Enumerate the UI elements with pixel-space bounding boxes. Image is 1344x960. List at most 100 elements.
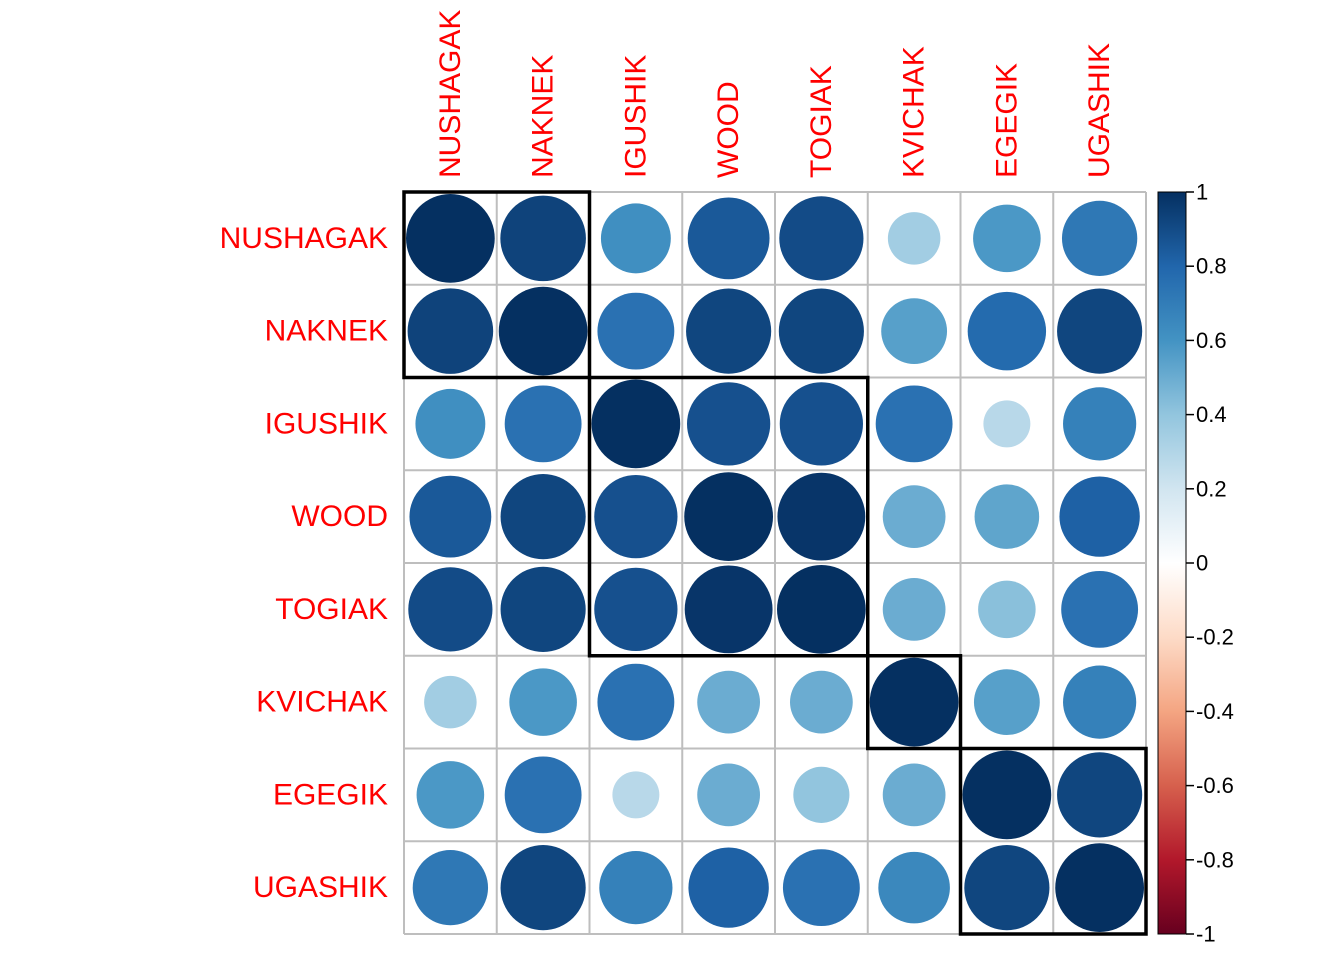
column-label-igushik: IGUSHIK [619, 55, 652, 178]
cell-egegik-nushagak [416, 761, 485, 829]
cell-nushagak-nushagak [406, 194, 495, 283]
cell-wood-naknek [500, 474, 586, 560]
cell-ugashik-wood [688, 847, 769, 928]
cell-nushagak-egegik [973, 204, 1041, 273]
cell-togiak-naknek [500, 566, 586, 652]
cluster-boxes [402, 190, 1148, 936]
cell-ugashik-egegik [964, 845, 1050, 931]
cell-egegik-igushik [612, 771, 660, 819]
cell-kvichak-ugashik [1063, 665, 1137, 739]
column-label-ugashik: UGASHIK [1083, 43, 1116, 178]
cell-egegik-ugashik [1057, 752, 1143, 838]
column-label-togiak: TOGIAK [805, 65, 838, 178]
cell-naknek-ugashik [1057, 288, 1143, 374]
cell-nushagak-kvichak [887, 212, 941, 265]
cell-ugashik-kvichak [878, 851, 950, 924]
colorbar-tick-label: 1 [1196, 180, 1208, 205]
colorbar-tick-label: -1 [1196, 922, 1216, 947]
cell-igushik-igushik [591, 379, 681, 469]
row-label-igushik: IGUSHIK [265, 407, 388, 440]
cluster-box [866, 654, 963, 751]
row-labels: NUSHAGAK NAKNEK IGUSHIK WOOD TOGIAK KVICHAK EG… [220, 222, 388, 904]
cell-ugashik-igushik [599, 851, 673, 925]
cell-igushik-togiak [779, 382, 864, 466]
cell-naknek-naknek [498, 286, 588, 376]
cell-kvichak-wood [697, 670, 761, 734]
cell-kvichak-egegik [973, 669, 1040, 736]
colorbar-tick-label: 0 [1196, 551, 1208, 576]
row-label-ugashik: UGASHIK [253, 871, 388, 904]
cell-togiak-igushik [594, 567, 678, 652]
colorbar-tick-label: 0.4 [1196, 402, 1227, 427]
cell-kvichak-nushagak [424, 675, 477, 729]
cell-igushik-ugashik [1063, 387, 1137, 461]
cell-wood-nushagak [409, 475, 492, 558]
column-label-naknek: NAKNEK [527, 55, 560, 178]
cell-igushik-nushagak [415, 388, 486, 459]
row-label-nushagak: NUSHAGAK [220, 222, 388, 255]
cell-wood-wood [684, 472, 773, 561]
cell-togiak-kvichak [882, 577, 946, 641]
cell-wood-ugashik [1059, 476, 1140, 557]
correlation-cells [406, 194, 1144, 932]
cell-ugashik-nushagak [412, 849, 489, 926]
cluster-box [587, 375, 870, 658]
cell-wood-igushik [594, 474, 678, 559]
cell-kvichak-togiak [789, 670, 853, 734]
cell-egegik-togiak [793, 766, 850, 823]
cell-kvichak-igushik [597, 663, 675, 741]
cell-togiak-wood [684, 565, 773, 654]
cell-togiak-togiak [777, 565, 866, 654]
column-label-egegik: EGEGIK [990, 63, 1023, 178]
colorbar-tick-label: -0.2 [1196, 625, 1234, 650]
cell-igushik-wood [686, 382, 771, 466]
colorbar-tick-label: 0.8 [1196, 254, 1227, 279]
cell-nushagak-togiak [779, 196, 864, 281]
cell-ugashik-ugashik [1055, 843, 1144, 932]
colorbar-tick-label: 0.6 [1196, 328, 1227, 353]
color-legend: 1 0.8 0.6 0.4 0.2 0 -0.2 -0.4 -0.6 -0.8 -1 [1157, 180, 1234, 947]
cell-kvichak-kvichak [869, 657, 959, 747]
cell-togiak-nushagak [408, 567, 493, 652]
row-label-wood: WOOD [291, 500, 388, 533]
column-label-wood: WOOD [712, 81, 745, 178]
row-label-naknek: NAKNEK [265, 315, 388, 348]
cell-togiak-egegik [978, 580, 1036, 639]
cluster-box [958, 746, 1148, 936]
colorbar-tick-label: -0.8 [1196, 847, 1234, 872]
row-label-egegik: EGEGIK [273, 778, 388, 811]
cell-egegik-egegik [962, 750, 1052, 840]
cell-naknek-wood [686, 288, 772, 374]
cell-egegik-naknek [504, 756, 582, 834]
cell-igushik-naknek [504, 385, 582, 463]
cell-egegik-wood [697, 763, 761, 827]
column-label-nushagak: NUSHAGAK [434, 10, 467, 178]
cell-naknek-nushagak [407, 288, 494, 374]
cell-naknek-egegik [967, 291, 1047, 371]
row-label-kvichak: KVICHAK [256, 686, 388, 719]
colorbar-tick-label: 0.2 [1196, 476, 1227, 501]
cell-naknek-togiak [778, 288, 864, 374]
row-label-togiak: TOGIAK [275, 593, 388, 626]
cell-nushagak-wood [687, 197, 770, 280]
cell-igushik-egegik [983, 400, 1031, 448]
colorbar-tick-label: -0.6 [1196, 773, 1234, 798]
cell-naknek-igushik [597, 292, 675, 370]
colorbar-gradient [1157, 191, 1187, 935]
cell-igushik-kvichak [875, 385, 953, 463]
cell-kvichak-naknek [509, 668, 577, 736]
column-label-kvichak: KVICHAK [898, 46, 931, 178]
cell-nushagak-ugashik [1061, 200, 1138, 277]
cell-wood-kvichak [882, 485, 946, 549]
cell-naknek-kvichak [881, 298, 948, 365]
cell-egegik-kvichak [882, 763, 946, 827]
colorbar-tick-label: -0.4 [1196, 699, 1234, 724]
cell-nushagak-igushik [600, 203, 671, 274]
cell-wood-togiak [777, 472, 866, 561]
cluster-box [402, 190, 592, 380]
cell-nushagak-naknek [500, 195, 586, 282]
cell-togiak-ugashik [1061, 570, 1139, 648]
cell-ugashik-naknek [500, 845, 586, 931]
column-labels: NUSHAGAK NAKNEK IGUSHIK WOOD TOGIAK KVICHAK EG… [434, 10, 1116, 178]
